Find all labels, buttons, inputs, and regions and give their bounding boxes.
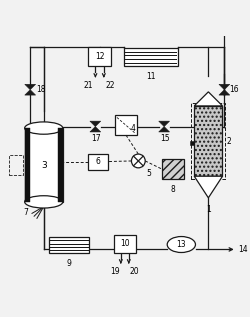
- Ellipse shape: [167, 236, 196, 253]
- Text: 18: 18: [36, 85, 46, 94]
- Polygon shape: [219, 90, 230, 95]
- Bar: [162, 158, 184, 179]
- Bar: [190, 141, 194, 145]
- Polygon shape: [159, 121, 170, 126]
- Bar: [124, 48, 178, 66]
- Text: 10: 10: [120, 239, 130, 249]
- Text: 14: 14: [238, 245, 248, 254]
- Text: 9: 9: [66, 259, 71, 268]
- Text: 8: 8: [170, 185, 175, 194]
- Polygon shape: [159, 126, 170, 132]
- Text: 5: 5: [146, 169, 151, 178]
- Bar: [25, 128, 29, 202]
- Text: 12: 12: [95, 52, 104, 61]
- Circle shape: [132, 154, 145, 168]
- Text: 4: 4: [130, 124, 135, 133]
- Text: 1: 1: [206, 205, 211, 214]
- Polygon shape: [219, 84, 230, 90]
- Text: 20: 20: [130, 267, 140, 276]
- Bar: [194, 106, 222, 176]
- Text: 13: 13: [176, 240, 186, 249]
- Polygon shape: [194, 92, 222, 106]
- Text: 22: 22: [105, 81, 115, 90]
- Bar: [114, 235, 136, 253]
- Text: 6: 6: [95, 157, 100, 166]
- Text: 7: 7: [23, 208, 28, 217]
- Text: 15: 15: [160, 134, 170, 143]
- Bar: [58, 128, 63, 202]
- Text: 11: 11: [146, 72, 155, 81]
- Polygon shape: [90, 121, 101, 126]
- Bar: [191, 103, 226, 179]
- Polygon shape: [90, 126, 101, 132]
- Text: 17: 17: [91, 134, 101, 143]
- Text: 19: 19: [110, 267, 119, 276]
- Ellipse shape: [25, 196, 63, 208]
- Bar: [48, 237, 89, 253]
- Text: 2: 2: [226, 137, 231, 146]
- Text: 3: 3: [41, 161, 46, 171]
- Polygon shape: [25, 90, 36, 95]
- Bar: [9, 155, 23, 175]
- Polygon shape: [25, 84, 36, 90]
- Bar: [88, 47, 111, 66]
- Bar: [88, 153, 108, 170]
- Bar: [115, 115, 137, 135]
- Text: 16: 16: [229, 85, 239, 94]
- Ellipse shape: [25, 122, 63, 134]
- Bar: [25, 128, 63, 202]
- Text: 21: 21: [84, 81, 94, 90]
- Polygon shape: [194, 176, 222, 198]
